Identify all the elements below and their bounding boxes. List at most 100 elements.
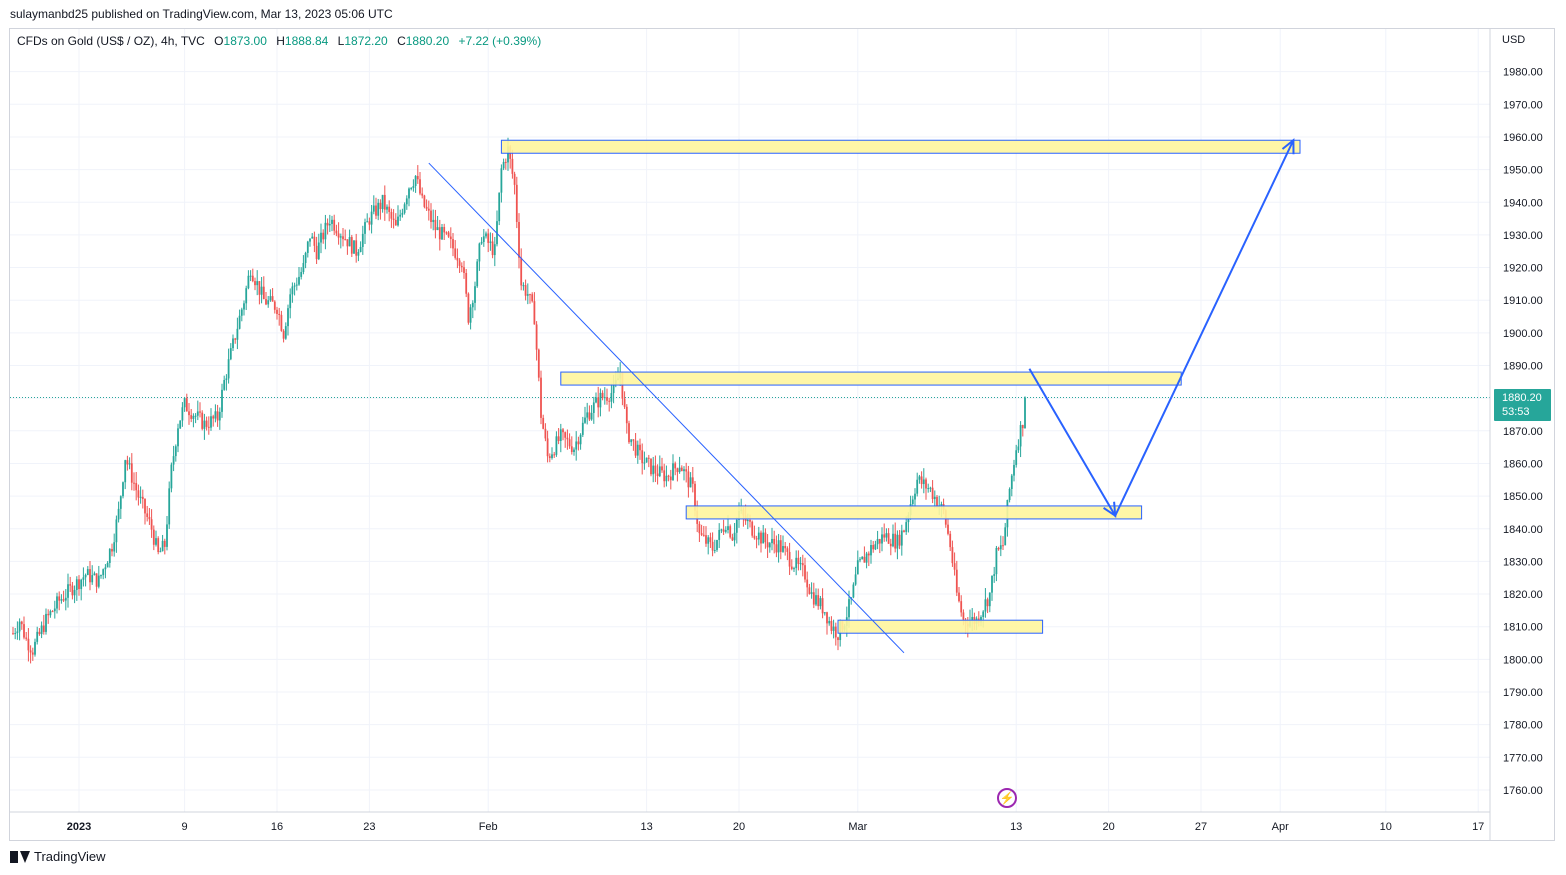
candle-body: [159, 551, 162, 553]
candle-body: [511, 158, 514, 174]
candle-body: [876, 539, 879, 545]
candle-body: [346, 239, 349, 247]
candle-body: [216, 411, 219, 421]
candle-body: [89, 569, 91, 583]
arrow-head-down: [1103, 501, 1117, 518]
candle-body: [370, 211, 373, 225]
candle-body: [25, 637, 28, 639]
bar-countdown: 53:53: [1502, 406, 1530, 418]
candle-body: [498, 192, 501, 222]
candle-body: [557, 436, 560, 441]
candle-body: [584, 417, 586, 423]
support-resistance-zone[interactable]: [685, 505, 1143, 520]
candle-body: [482, 236, 485, 242]
candle-body: [205, 420, 208, 427]
candle-body: [443, 227, 446, 233]
candle-body: [779, 540, 782, 552]
candle-body: [221, 389, 223, 412]
candle-body: [540, 377, 542, 418]
candle-body: [491, 241, 494, 256]
candle-body: [463, 267, 465, 273]
candle-body: [18, 621, 21, 632]
candle-body: [601, 392, 604, 398]
candle-body: [922, 479, 925, 485]
candles: [12, 137, 1026, 664]
downtrend-line[interactable]: [428, 162, 905, 654]
flash-event-icon[interactable]: ⚡: [997, 788, 1017, 808]
candle-body: [625, 406, 628, 424]
candle-body: [661, 466, 663, 471]
candle-body: [797, 557, 800, 564]
drawings: [428, 138, 1301, 654]
candle-body: [595, 397, 597, 403]
candle-body: [427, 208, 430, 211]
candle-body: [672, 463, 674, 481]
candle-body: [623, 398, 626, 407]
candle-body: [542, 417, 545, 429]
candle-body: [1021, 425, 1024, 429]
footer-brand[interactable]: TradingView: [10, 849, 106, 864]
candle-body: [1004, 527, 1007, 546]
candle-body: [597, 397, 600, 408]
candle-body: [691, 477, 694, 484]
candle-body: [425, 206, 428, 209]
candle-body: [108, 549, 111, 563]
candle-body: [139, 496, 142, 498]
candle-body: [639, 444, 641, 451]
candle-body: [170, 464, 173, 489]
candle-body: [474, 286, 476, 303]
candle-body: [1017, 446, 1020, 451]
candle-body: [500, 168, 503, 193]
candle-body: [126, 460, 129, 465]
candle-body: [29, 650, 32, 653]
candle-body: [93, 573, 96, 576]
candle-body: [53, 608, 56, 612]
candle-body: [355, 240, 358, 256]
candle-body: [168, 488, 171, 525]
candle-body: [588, 412, 591, 420]
candle-body: [920, 476, 923, 485]
support-resistance-zone[interactable]: [500, 139, 1301, 154]
candle-body: [720, 529, 723, 531]
candle-body: [751, 521, 754, 536]
candle-body: [771, 538, 773, 544]
candle-body: [520, 257, 523, 286]
y-tick-label: 1860.00: [1503, 458, 1543, 470]
candle-body: [419, 179, 421, 194]
candle-body: [469, 307, 472, 323]
candle-body: [51, 611, 54, 613]
candle-body: [82, 577, 85, 580]
candle-body: [386, 206, 388, 210]
candle-body: [731, 537, 734, 541]
candle-body: [971, 616, 974, 621]
candle-body: [918, 476, 921, 480]
candle-body: [788, 551, 791, 567]
candle-body: [397, 216, 399, 226]
candle-body: [86, 569, 89, 575]
candle-body: [64, 597, 67, 601]
candle-body: [141, 496, 144, 499]
candle-body: [513, 173, 516, 185]
candle-body: [416, 175, 419, 180]
candle-body: [179, 420, 182, 429]
candle-body: [342, 236, 344, 240]
candle-body: [988, 592, 991, 607]
candle-body: [815, 595, 817, 605]
candle-body: [652, 465, 655, 475]
candle-body: [766, 542, 769, 548]
candle-body: [436, 227, 439, 231]
support-resistance-zone[interactable]: [837, 619, 1044, 634]
x-tick-label: 10: [1380, 821, 1392, 833]
candle-body: [452, 239, 454, 249]
candle-body: [678, 467, 681, 473]
candle-body: [903, 530, 905, 532]
candle-body: [23, 624, 25, 638]
candle-body: [133, 482, 135, 484]
candle-body: [104, 567, 107, 570]
x-tick-label: 2023: [67, 821, 91, 833]
y-tick-label: 1850.00: [1503, 491, 1543, 503]
projection-path[interactable]: [1028, 139, 1295, 518]
support-resistance-zone[interactable]: [560, 371, 1182, 386]
x-tick-label: 20: [733, 821, 745, 833]
